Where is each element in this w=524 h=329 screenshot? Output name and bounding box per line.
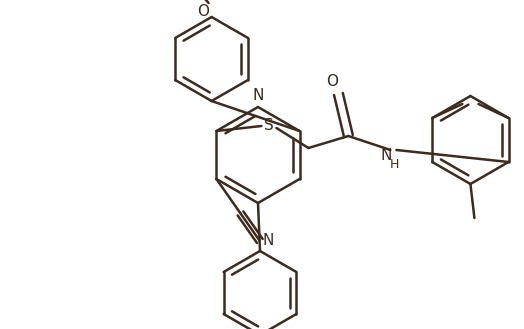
Text: N: N [381, 148, 392, 164]
Text: N: N [262, 234, 274, 248]
Text: H: H [390, 158, 399, 170]
Text: S: S [264, 118, 274, 134]
Text: O: O [326, 74, 339, 89]
Text: N: N [253, 88, 264, 103]
Text: O: O [198, 5, 210, 19]
